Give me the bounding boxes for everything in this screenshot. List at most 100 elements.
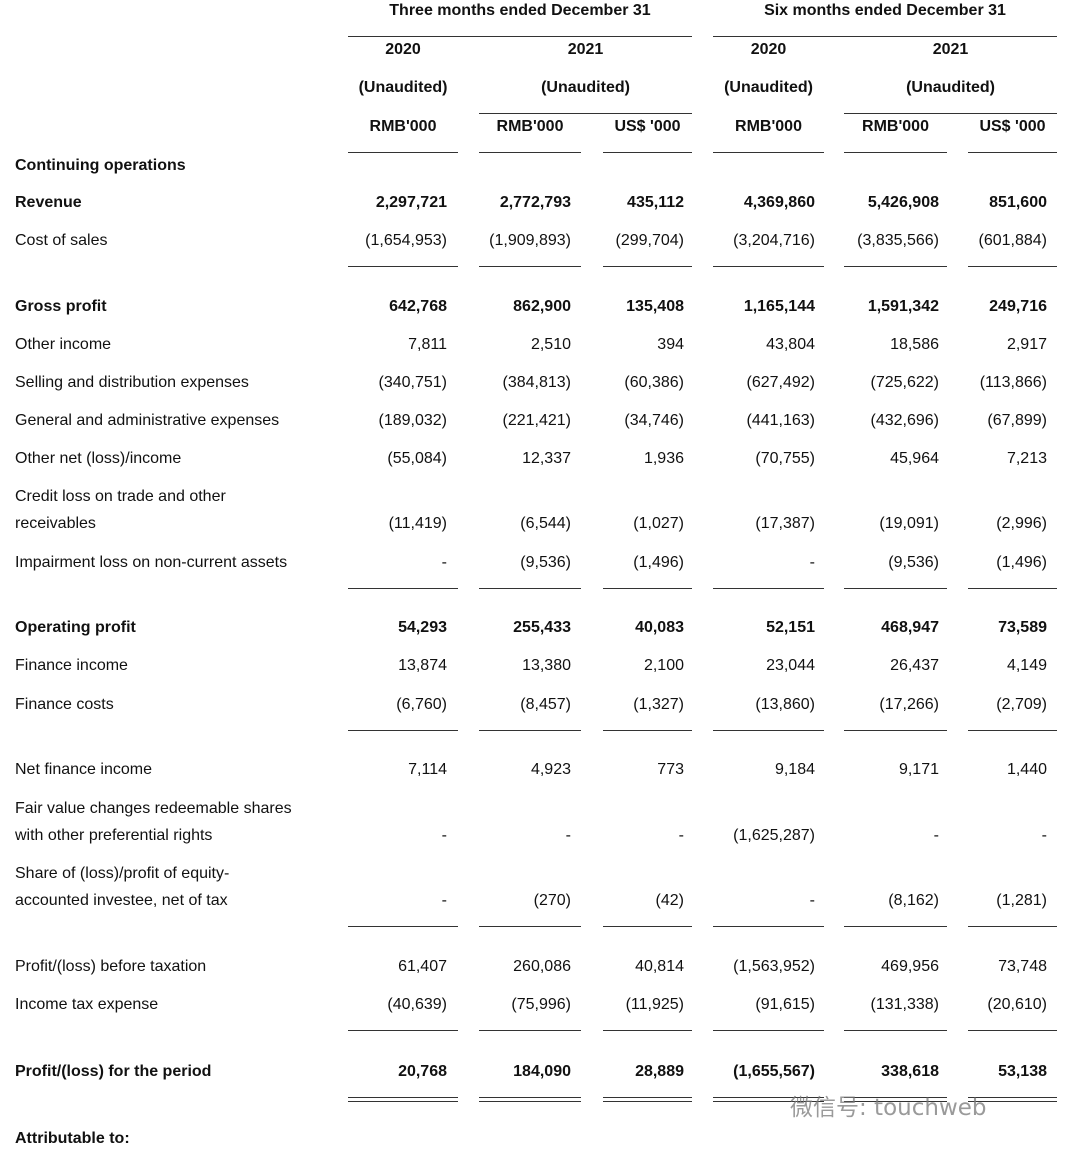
row-label: Share of (loss)/profit of equity-	[15, 865, 230, 882]
rule	[348, 152, 458, 153]
rule	[968, 730, 1057, 731]
rule	[348, 1101, 458, 1102]
cell-value: 73,748	[998, 958, 1047, 975]
cell-value: 28,889	[635, 1063, 684, 1080]
rule	[844, 588, 947, 589]
cell-value: 12,337	[522, 450, 571, 467]
cell-value: (270)	[533, 892, 571, 909]
cell-value: 40,083	[635, 619, 684, 636]
rule	[479, 113, 692, 114]
cell-value: (8,457)	[520, 696, 571, 713]
cell-value: (113,866)	[979, 374, 1047, 391]
cell-value: (384,813)	[502, 374, 572, 391]
cell-value: 468,947	[881, 619, 939, 636]
cell-value: 1,165,144	[743, 298, 815, 315]
cell-value: 73,589	[998, 619, 1047, 636]
cell-value: (3,204,716)	[733, 232, 815, 249]
rule	[479, 1101, 581, 1102]
cell-value: (75,996)	[511, 996, 571, 1013]
row-label: accounted investee, net of tax	[15, 892, 228, 909]
cell-value: (6,760)	[396, 696, 447, 713]
cell-value: (1,625,287)	[733, 827, 815, 844]
cell-value: -	[441, 827, 447, 844]
cell-value: (11,925)	[625, 996, 684, 1013]
cell-value: (17,266)	[879, 696, 939, 713]
rule	[348, 1097, 458, 1098]
rule	[713, 266, 824, 267]
cell-value: 1,936	[643, 450, 684, 467]
cell-value: (340,751)	[378, 374, 448, 391]
rule	[713, 36, 1057, 37]
rule	[844, 730, 947, 731]
cell-value: 23,044	[766, 657, 815, 674]
cell-value: (17,387)	[755, 515, 815, 532]
unit-header: RMB'000	[496, 118, 564, 135]
rule	[603, 152, 692, 153]
cell-value: (8,162)	[888, 892, 939, 909]
cell-value: 7,114	[408, 761, 447, 778]
rule	[603, 1097, 692, 1098]
year-header: 2020	[750, 41, 787, 58]
cell-value: (131,338)	[870, 996, 940, 1013]
cell-value: 184,090	[513, 1063, 571, 1080]
rule	[348, 926, 458, 927]
cell-value: (441,163)	[746, 412, 816, 429]
cell-value: (1,027)	[633, 515, 684, 532]
cell-value: (189,032)	[378, 412, 448, 429]
row-label: Operating profit	[15, 619, 136, 636]
cell-value: 2,772,793	[499, 194, 571, 211]
cell-value: -	[809, 554, 815, 571]
cell-value: 469,956	[881, 958, 939, 975]
cell-value: 338,618	[881, 1063, 939, 1080]
rule	[968, 1101, 1057, 1102]
rule	[348, 36, 692, 37]
rule	[348, 730, 458, 731]
cell-value: 249,716	[989, 298, 1047, 315]
cell-value: (1,909,893)	[489, 232, 571, 249]
rule	[844, 113, 1057, 114]
cell-value: (6,544)	[520, 515, 571, 532]
cell-value: 2,297,721	[375, 194, 447, 211]
cell-value: 4,149	[1006, 657, 1047, 674]
row-label: Other net (loss)/income	[15, 450, 182, 467]
cell-value: (11,419)	[388, 515, 447, 532]
audit-header: (Unaudited)	[358, 79, 448, 96]
cell-value: 2,100	[643, 657, 684, 674]
audit-header: (Unaudited)	[906, 79, 995, 96]
rule	[348, 1030, 458, 1031]
row-label: Attributable to:	[15, 1130, 130, 1147]
cell-value: (20,610)	[987, 996, 1047, 1013]
cell-value: 43,804	[766, 336, 815, 353]
rule	[479, 1030, 581, 1031]
year-header: 2021	[932, 41, 969, 58]
cell-value: 435,112	[627, 194, 684, 211]
row-label: Profit/(loss) before taxation	[15, 958, 207, 975]
rule	[844, 1101, 947, 1102]
cell-value: 54,293	[398, 619, 447, 636]
cell-value: (1,496)	[996, 554, 1047, 571]
audit-header: (Unaudited)	[541, 79, 630, 96]
rule	[844, 926, 947, 927]
unit-header: RMB'000	[369, 118, 437, 135]
cell-value: 45,964	[890, 450, 939, 467]
cell-value: -	[678, 827, 684, 844]
rule	[603, 588, 692, 589]
row-label: Revenue	[15, 194, 82, 211]
cell-value: 18,586	[890, 336, 939, 353]
cell-value: (1,281)	[996, 892, 1047, 909]
rule	[844, 152, 947, 153]
row-label: Impairment loss on non-current assets	[15, 554, 288, 571]
cell-value: 1,591,342	[867, 298, 939, 315]
rule	[844, 266, 947, 267]
cell-value: (19,091)	[879, 515, 939, 532]
cell-value: (70,755)	[755, 450, 815, 467]
cell-value: 7,213	[1006, 450, 1047, 467]
cell-value: (2,709)	[996, 696, 1047, 713]
cell-value: (34,746)	[624, 412, 684, 429]
row-label: Gross profit	[15, 298, 107, 315]
row-label: Other income	[15, 336, 112, 353]
rule	[713, 1030, 824, 1031]
rule	[479, 588, 581, 589]
rule	[603, 730, 692, 731]
rule	[713, 1101, 824, 1102]
